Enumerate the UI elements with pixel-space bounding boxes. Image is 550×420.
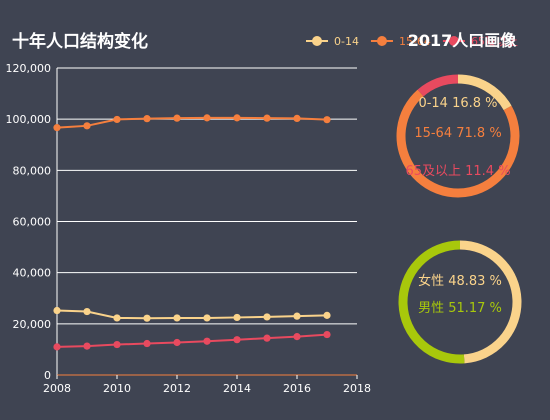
- gender-donut-chart[interactable]: 女性 48.83 % 男性 51.17 %: [398, 240, 522, 364]
- data-point[interactable]: [263, 334, 271, 342]
- data-point[interactable]: [233, 114, 241, 122]
- data-point[interactable]: [143, 115, 151, 123]
- legend-item-0-14[interactable]: 0-14: [306, 35, 359, 48]
- x-tick-label: 2012: [163, 382, 191, 395]
- x-tick-label: 2018: [343, 382, 371, 395]
- data-point[interactable]: [263, 114, 271, 122]
- donut-label-65及以上: 65及以上 11.4 %: [405, 164, 510, 179]
- donut-slice-0-14[interactable]: [457, 74, 512, 111]
- data-point[interactable]: [83, 122, 91, 130]
- series-line[interactable]: [56, 333, 328, 348]
- donut-label-女性: 女性 48.83 %: [418, 273, 502, 289]
- donut-slice-男性[interactable]: [398, 240, 465, 364]
- donut-label-0-14: 0-14 16.8 %: [418, 96, 497, 111]
- y-tick-label: 60,000: [13, 216, 52, 229]
- data-point[interactable]: [53, 306, 61, 315]
- data-point[interactable]: [323, 311, 331, 319]
- x-tick-label: 2016: [283, 382, 311, 395]
- legend-item-65及以上[interactable]: 65及以上: [442, 35, 518, 48]
- legend-item-15-64[interactable]: 15-64: [370, 35, 431, 48]
- donut-label-15-64: 15-64 71.8 %: [414, 126, 501, 141]
- data-point[interactable]: [263, 313, 271, 321]
- data-point[interactable]: [53, 343, 61, 351]
- legend-swatch-marker: [448, 36, 459, 46]
- data-point[interactable]: [113, 115, 121, 124]
- y-tick-label: 80,000: [13, 164, 52, 177]
- data-point[interactable]: [323, 330, 331, 339]
- donut-slice-女性[interactable]: [459, 240, 522, 364]
- y-tick-label: 40,000: [13, 267, 52, 280]
- legend-label: 65及以上: [471, 35, 518, 48]
- x-tick-label: 2008: [43, 382, 71, 395]
- series-layer[interactable]: [53, 114, 331, 351]
- donut-chart-title: 2017人口画像: [408, 31, 518, 50]
- donut-slice-65及以上[interactable]: [417, 74, 459, 97]
- grid-lines: [57, 67, 357, 325]
- data-point[interactable]: [143, 339, 151, 348]
- series-65及以上[interactable]: [53, 330, 331, 351]
- x-tick-label: 2010: [103, 382, 131, 395]
- series-0-14[interactable]: [53, 306, 331, 322]
- x-tick-label: 2014: [223, 382, 251, 395]
- data-point[interactable]: [173, 314, 181, 322]
- legend-swatch-marker: [312, 36, 322, 46]
- y-axis: 0 20,000 40,000 60,000 80,000 100,000 120,000: [6, 62, 58, 382]
- data-point[interactable]: [203, 314, 211, 322]
- data-point[interactable]: [293, 312, 301, 320]
- data-point[interactable]: [293, 333, 301, 341]
- data-point[interactable]: [203, 114, 211, 122]
- y-tick-label: 0: [44, 369, 51, 382]
- age-donut-chart[interactable]: 0-14 16.8 % 15-64 71.8 % 65及以上 11.4 %: [396, 74, 520, 198]
- data-point[interactable]: [143, 314, 151, 322]
- donut-label-男性: 男性 51.17 %: [418, 301, 502, 316]
- data-point[interactable]: [113, 340, 121, 349]
- x-axis: 2008 2010 2012 2014 2016 2018: [43, 374, 371, 395]
- data-point[interactable]: [173, 114, 181, 122]
- legend-swatch-marker: [376, 36, 387, 46]
- line-chart-legend[interactable]: 0-14 15-64 65及以上: [306, 35, 518, 48]
- data-point[interactable]: [203, 337, 211, 345]
- y-tick-label: 120,000: [6, 62, 52, 75]
- data-point[interactable]: [323, 116, 331, 124]
- data-point[interactable]: [173, 338, 181, 347]
- y-tick-label: 100,000: [6, 113, 52, 126]
- series-line[interactable]: [56, 309, 328, 320]
- series-line[interactable]: [56, 116, 328, 129]
- data-point[interactable]: [83, 307, 91, 316]
- donut-slice-15-64[interactable]: [396, 89, 520, 198]
- legend-label: 15-64: [399, 35, 431, 48]
- data-point[interactable]: [53, 124, 61, 132]
- data-point[interactable]: [293, 114, 301, 122]
- legend-label: 0-14: [334, 35, 359, 48]
- y-tick-label: 20,000: [13, 318, 52, 331]
- series-15-64[interactable]: [53, 114, 331, 132]
- data-point[interactable]: [233, 313, 241, 322]
- data-point[interactable]: [83, 342, 91, 350]
- line-chart-title: 十年人口结构变化: [12, 31, 148, 52]
- data-point[interactable]: [113, 314, 121, 322]
- data-point[interactable]: [233, 336, 241, 344]
